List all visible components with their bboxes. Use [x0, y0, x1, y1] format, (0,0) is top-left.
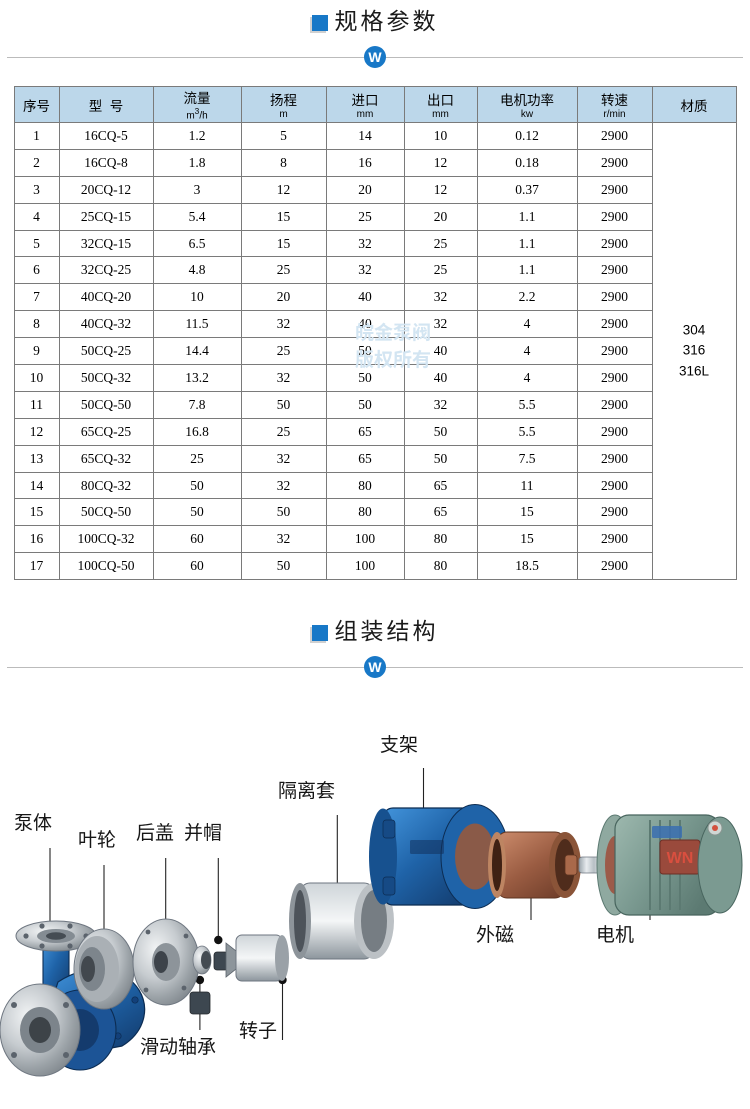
svg-text:WN: WN — [667, 850, 694, 867]
